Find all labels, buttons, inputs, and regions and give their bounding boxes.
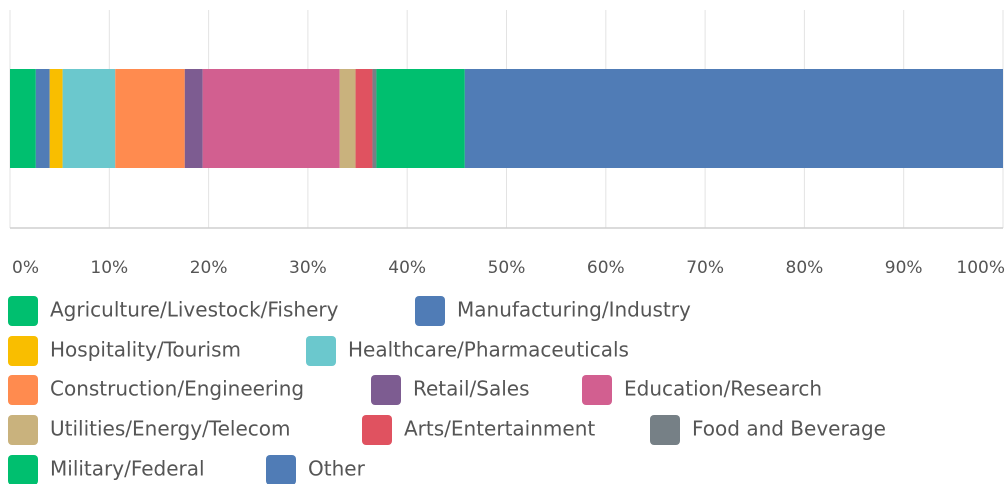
legend-label: Other: [308, 457, 366, 481]
x-tick-label: 20%: [190, 258, 228, 278]
x-tick-label: 0%: [12, 258, 39, 278]
legend-swatch: [650, 415, 680, 445]
x-tick-label: 50%: [488, 258, 526, 278]
legend-label: Agriculture/Livestock/Fishery: [50, 298, 339, 322]
bar-segment: [49, 69, 63, 168]
bar-segment: [355, 69, 373, 168]
bar-segment: [184, 69, 203, 168]
legend-swatch: [8, 455, 38, 484]
legend-label: Construction/Engineering: [50, 377, 304, 401]
legend-swatch: [266, 455, 296, 484]
x-tick-label: 70%: [686, 258, 724, 278]
bar-segment: [62, 69, 116, 168]
bar-segment: [202, 69, 340, 168]
legend-label: Military/Federal: [50, 457, 205, 481]
x-tick-label: 60%: [587, 258, 625, 278]
x-tick-label: 10%: [90, 258, 128, 278]
x-tick-label: 90%: [885, 258, 923, 278]
legend-label: Hospitality/Tourism: [50, 338, 241, 362]
legend-label: Arts/Entertainment: [404, 417, 595, 441]
bar-segment: [464, 69, 1003, 168]
legend-swatch: [306, 336, 336, 366]
legend-label: Food and Beverage: [692, 417, 886, 441]
legend-label: Manufacturing/Industry: [457, 298, 691, 322]
legend-swatch: [8, 375, 38, 405]
bar-segment: [115, 69, 185, 168]
legend-swatch: [8, 336, 38, 366]
legend-label: Utilities/Energy/Telecom: [50, 417, 290, 441]
bar-segment: [339, 69, 356, 168]
x-tick-label: 40%: [388, 258, 426, 278]
legend-swatch: [8, 415, 38, 445]
legend-swatch: [362, 415, 392, 445]
legend-label: Healthcare/Pharmaceuticals: [348, 338, 629, 362]
legend-label: Education/Research: [624, 377, 822, 401]
bar-segment: [376, 69, 465, 168]
legend-swatch: [582, 375, 612, 405]
legend-swatch: [415, 296, 445, 326]
legend-swatch: [371, 375, 401, 405]
bar-segment: [372, 69, 377, 168]
legend-swatch: [8, 296, 38, 326]
x-tick-label: 80%: [786, 258, 824, 278]
bar-segment: [10, 69, 36, 168]
x-tick-label: 30%: [289, 258, 327, 278]
x-tick-label: 100%: [956, 258, 1005, 278]
legend-label: Retail/Sales: [413, 377, 529, 401]
bar-segment: [35, 69, 50, 168]
